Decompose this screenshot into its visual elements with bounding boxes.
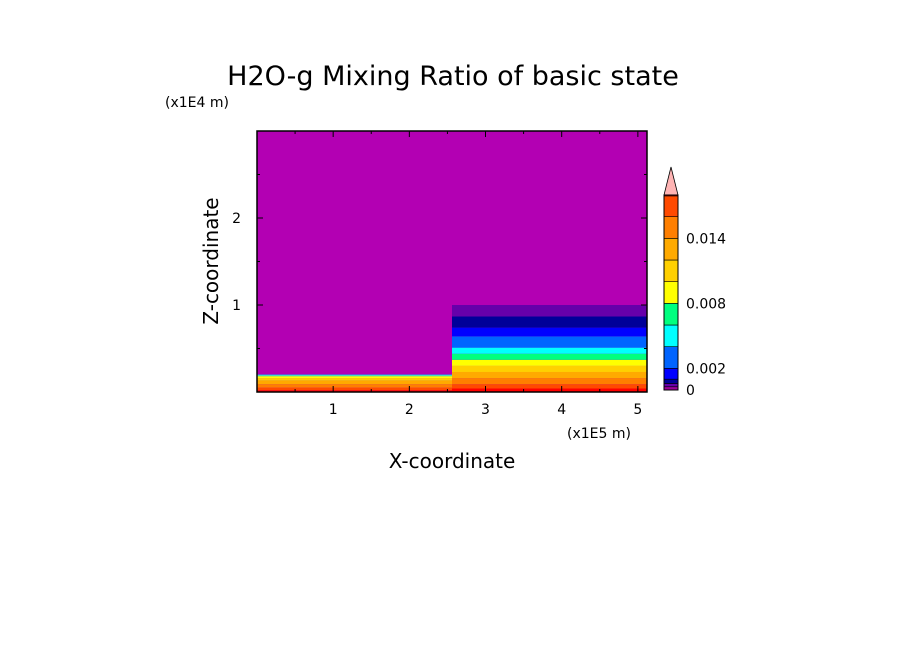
field-band-4 — [257, 378, 453, 381]
field-band-12 — [452, 365, 648, 372]
field-layer — [257, 131, 648, 392]
colorbar-swatch-9 — [663, 238, 679, 261]
field-band-3 — [257, 380, 453, 385]
field-band-8 — [452, 388, 648, 392]
field-band-2 — [257, 384, 453, 388]
field-band-1 — [257, 387, 453, 391]
y-tick-label-0: 1 — [232, 298, 241, 314]
colorbar-extend-arrow — [663, 166, 679, 196]
axes-layer: 1 2 3 4 5 1 2 — [232, 130, 648, 418]
colorbar-swatch-6 — [663, 303, 679, 326]
x-tick-label-4: 5 — [633, 402, 642, 418]
colorbar-tick-label-3: 0.014 — [686, 231, 726, 247]
y-tick-label-1: 2 — [232, 211, 241, 227]
field-band-14 — [452, 353, 648, 360]
x-tick-label-3: 4 — [557, 402, 566, 418]
colorbar-frame — [663, 194, 679, 391]
colorbar-swatch-3 — [663, 368, 679, 380]
field-band-19 — [452, 305, 648, 317]
x-tick-label-2: 3 — [481, 402, 490, 418]
colorbar-swatch-2 — [663, 378, 679, 384]
colorbar-swatch-5 — [663, 324, 679, 347]
x-tick-label-1: 2 — [405, 402, 414, 418]
field-band-5 — [257, 376, 453, 379]
field-band-0 — [257, 390, 453, 392]
colorbar-tick-label-1: 0.002 — [686, 361, 726, 377]
field-band-6 — [257, 375, 453, 377]
field-band-7 — [257, 374, 453, 376]
colorbar-tick-label-0: 0 — [686, 383, 695, 399]
field-band-15 — [452, 347, 648, 354]
field-band-16 — [452, 336, 648, 348]
colorbar-swatch-8 — [663, 259, 679, 282]
x-axis-label: X-coordinate — [389, 449, 516, 473]
y-axis-label: Z-coordinate — [199, 197, 223, 324]
field-band-13 — [452, 359, 648, 366]
x-scale-note: (x1E5 m) — [567, 426, 631, 442]
field-band-17 — [452, 327, 648, 337]
colorbar-swatch-7 — [663, 281, 679, 304]
x-tick-label-0: 1 — [329, 402, 338, 418]
field-band-9 — [452, 384, 648, 389]
colorbar-swatch-10 — [663, 216, 679, 239]
field-band-11 — [452, 371, 648, 379]
colorbar-tick-label-2: 0.008 — [686, 296, 726, 312]
colorbar: 0 0.002 0.008 0.014 — [663, 166, 726, 399]
colorbar-swatch-11 — [663, 194, 679, 217]
colorbar-swatch-4 — [663, 346, 679, 369]
colorbar-swatch-1 — [663, 383, 679, 388]
chart-title: H2O-g Mixing Ratio of basic state — [227, 61, 679, 92]
field-band-10 — [452, 378, 648, 385]
y-scale-note: (x1E4 m) — [165, 95, 229, 111]
field-band-18 — [452, 316, 648, 328]
